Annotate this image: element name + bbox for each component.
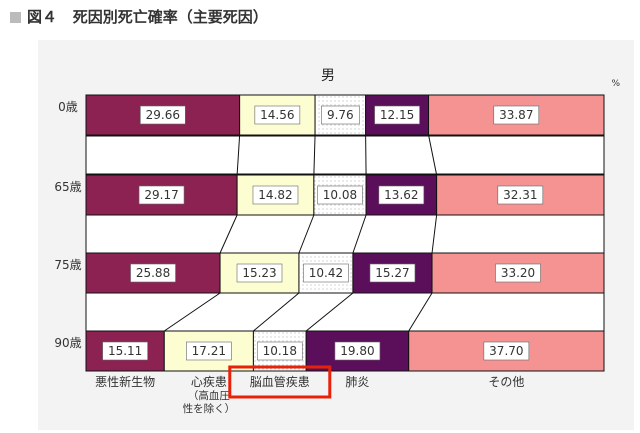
value-label-cerebro-65: 10.08 [323,188,357,202]
value-label-other-75: 33.20 [501,266,535,280]
figure-title-text: 死因別死亡確率（主要死因） [72,8,268,26]
value-label-box-other-65 [497,185,544,205]
category-label-75: 75歳 [54,258,81,272]
value-label-cerebro-0: 9.76 [327,108,354,122]
value-label-heart-90: 17.21 [192,344,226,358]
series-label-heart-line-0: 心疾患 [191,374,227,389]
connector-line-65-1 [219,214,238,254]
connector-line-65-4 [431,214,438,254]
value-label-heart-0: 14.56 [260,108,294,122]
stacked-bar-chart: 男 % 29.66 14.56 9.76 12.15 33.87 29.17 14.82 10… [54,68,620,415]
value-label-cerebro-75: 10.42 [309,266,343,280]
figure-number: 図４ [27,8,58,26]
highlight-box [228,365,332,399]
gap-box-65 [85,214,605,254]
category-labels: 0歳 65歳 75歳 90歳 [54,100,81,350]
unit-label: % [611,79,620,89]
gap-box-75 [85,292,605,332]
value-label-box-heart-0 [254,105,301,125]
category-label-0: 0歳 [58,100,78,114]
value-label-box-cancer-65 [138,185,185,205]
value-label-box-other-75 [495,263,541,283]
series-label-cancer: 悪性新生物 [95,374,155,389]
value-label-box-cancer-90 [102,341,148,361]
value-label-box-pneumonia-65 [378,185,425,205]
value-label-heart-65: 14.82 [258,188,292,202]
category-label-65: 65歳 [54,180,81,194]
value-label-box-pneumonia-0 [374,105,420,125]
series-label-cerebro: 脳血管疾患 [250,374,310,389]
value-label-pneumonia-0: 12.15 [380,108,414,122]
value-label-pneumonia-90: 19.80 [340,344,374,358]
value-label-box-cerebro-0 [321,105,360,125]
value-label-cancer-0: 29.66 [146,108,180,122]
title-square-icon [10,12,21,23]
connector-line-65-2 [298,214,315,254]
bar-rows: 29.66 14.56 9.76 12.15 33.87 29.17 14.82 10.08 1… [85,94,605,372]
connector-lines [85,134,605,332]
value-label-box-heart-65 [252,185,299,205]
value-label-cancer-65: 29.17 [144,188,178,202]
value-label-pneumonia-65: 13.62 [384,188,418,202]
connector-line-0-1 [236,134,241,176]
value-label-box-pneumonia-90 [334,341,381,361]
value-label-pneumonia-75: 15.27 [375,266,409,280]
connector-line-65-3 [352,214,367,254]
value-label-box-cerebro-75 [303,263,349,283]
connector-line-75-4 [408,292,433,332]
connector-line-0-2 [313,134,316,176]
value-label-other-0: 33.87 [499,108,533,122]
value-label-box-cancer-75 [130,263,176,283]
value-label-box-other-0 [493,105,540,125]
figure-title: 図４ 死因別死亡確率（主要死因） [10,6,268,27]
value-label-box-heart-75 [236,263,283,283]
series-label-heart-line-1: （高血圧 [188,389,230,402]
value-label-box-cancer-0 [140,105,186,125]
value-label-box-other-90 [483,341,530,361]
connector-line-0-4 [428,134,438,176]
category-label-90: 90歳 [54,336,81,350]
value-label-cancer-90: 15.11 [108,344,142,358]
series-label-other: その他 [488,375,524,389]
chart-panel: 男 % 29.66 14.56 9.76 12.15 33.87 29.17 14.82 10… [38,40,634,430]
value-label-box-pneumonia-75 [369,263,416,283]
connector-line-75-3 [305,292,354,332]
series-label-pneumonia: 肺炎 [345,375,369,389]
value-label-box-heart-90 [186,341,232,361]
value-label-other-65: 32.31 [503,188,537,202]
chart-title: 男 [321,68,335,84]
series-label-heart-line-2: 性を除く） [183,402,236,415]
connector-line-75-1 [163,292,221,332]
connector-line-75-2 [253,292,300,332]
gap-box-0 [85,135,605,175]
value-label-other-90: 37.70 [489,344,523,358]
value-label-cerebro-90: 10.18 [263,344,297,358]
value-label-box-cerebro-90 [256,341,303,361]
value-label-box-cerebro-65 [317,185,363,205]
value-label-cancer-75: 25.88 [136,266,170,280]
value-label-heart-75: 15.23 [242,266,276,280]
